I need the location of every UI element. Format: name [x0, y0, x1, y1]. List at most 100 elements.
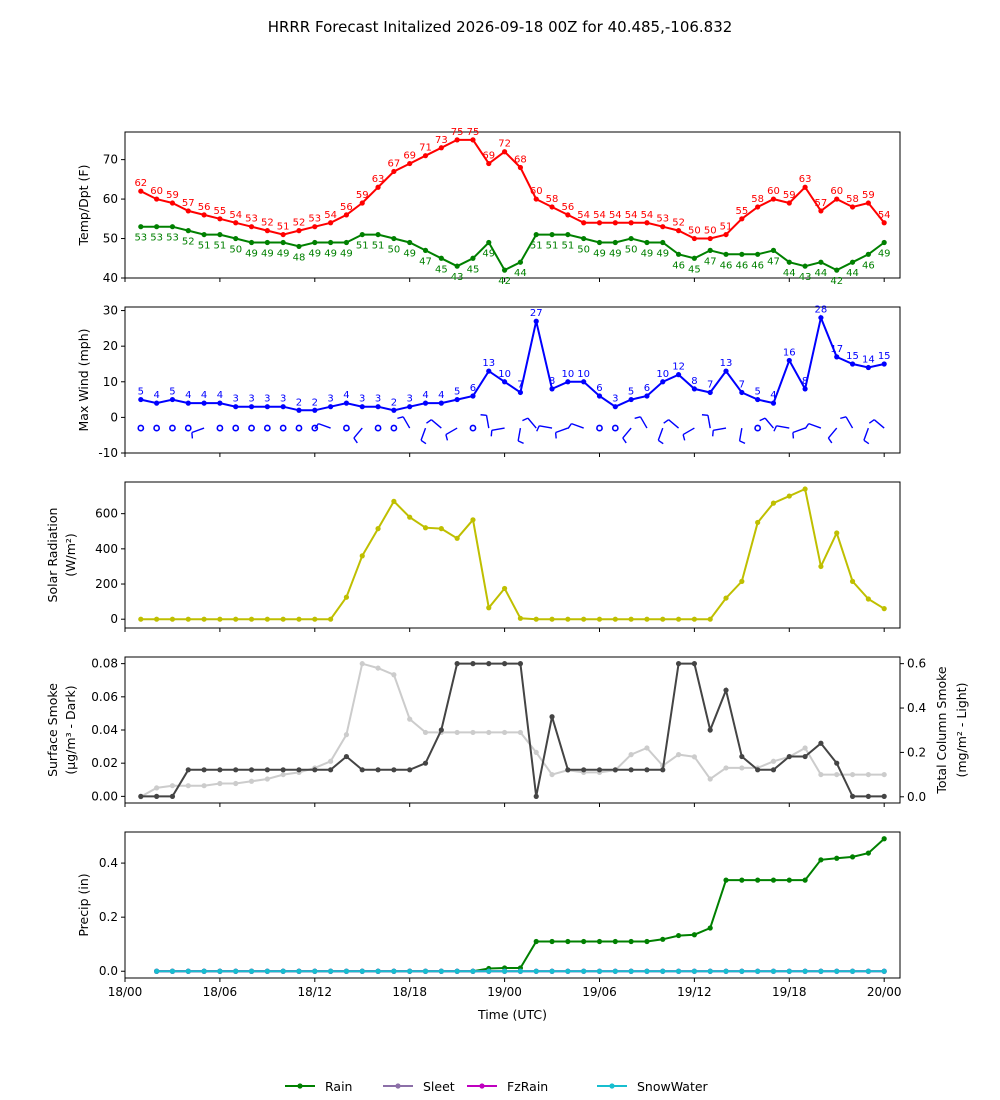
wind-series-0-data-label: 4 — [770, 390, 776, 401]
wind-series-0-data-label: 14 — [862, 355, 875, 366]
wind-barb-flag — [663, 419, 670, 424]
temp-series-1-point — [217, 231, 223, 238]
solar-series-0-point — [312, 616, 318, 622]
temp-series-0-line — [140, 138, 885, 240]
solar-ylabel-unit: (W/m²) — [63, 533, 78, 577]
temp-series-0-data-label: 59 — [783, 190, 796, 201]
temp-series-0-point — [391, 168, 397, 175]
wind-series-0-point — [644, 393, 650, 399]
temp-series-1-point — [359, 231, 365, 238]
smoke-series-1-point — [296, 767, 302, 773]
precip-series-3-point — [407, 968, 413, 974]
solar-series-0-point — [581, 616, 587, 622]
temp-series-1-data-label: 46 — [751, 260, 764, 271]
smoke-series-0-point — [154, 785, 160, 791]
wind-barb-calm — [311, 424, 319, 432]
wind-series-0-point — [770, 400, 777, 406]
smoke-ylabel: Surface Smoke — [45, 683, 60, 777]
x-tick-label: 18/06 — [203, 985, 238, 999]
wind-series-0-point — [818, 315, 824, 321]
wind-barb-flag — [739, 440, 746, 445]
precip-series-0-point — [849, 854, 856, 860]
wind-series-0-data-label: 8 — [549, 376, 555, 387]
smoke-series-0-line — [140, 662, 885, 798]
temp-series-1-data-label: 46 — [862, 260, 875, 271]
wind-barb-calm — [232, 424, 240, 432]
smoke-series-0-point — [818, 771, 824, 778]
smoke-series-0-point — [201, 783, 207, 789]
temp-series-1-data-label: 50 — [577, 245, 590, 256]
wind-barb-flag — [567, 423, 573, 429]
temp-series-1-data-label: 43 — [451, 272, 464, 283]
wind-barb-calm — [374, 424, 382, 432]
wind-series-0-data-label: 2 — [391, 397, 397, 408]
wind-barb-flag — [397, 416, 404, 420]
smoke-y-tick-label: 0.06 — [91, 690, 118, 704]
wind-series-0-point — [138, 396, 144, 403]
wind-series-0-data-label: 3 — [327, 394, 333, 405]
wind-series-0-data-label: 10 — [561, 369, 574, 380]
temp-series-0-data-label: 72 — [498, 139, 511, 150]
temp-series-1-point — [739, 251, 745, 257]
wind-barb — [571, 422, 584, 429]
smoke-series-1-point — [865, 793, 871, 799]
precip-series-3-point — [533, 968, 539, 974]
solar-series-0-point — [660, 616, 666, 622]
wind-series-0-point — [248, 404, 255, 410]
temp-series-1-point — [312, 239, 318, 246]
wind-series-0-data-label: 10 — [577, 369, 590, 380]
wind-ylabel: Max Wind (mph) — [76, 329, 91, 432]
wind-series-0-point — [834, 354, 840, 360]
precip-series-3-point — [375, 968, 381, 974]
solar-series-0-point — [501, 585, 508, 592]
temp-series-1-point — [248, 239, 255, 246]
temp-series-1-point — [280, 239, 286, 246]
wind-series-0-point — [596, 393, 603, 399]
smoke-series-1-point — [201, 767, 207, 773]
solar-series-0-point — [549, 616, 555, 622]
wind-barb-flag — [657, 439, 664, 445]
temp-series-0-data-label: 56 — [340, 202, 353, 213]
wind-barb — [873, 419, 885, 429]
wind-barb-flag — [827, 437, 833, 444]
precip-series-3-point — [470, 968, 476, 974]
wind-series-0-data-label: 10 — [656, 369, 669, 380]
wind-series-0-data-label: 5 — [628, 387, 634, 398]
wind-series-0-data-label: 5 — [454, 387, 460, 398]
smoke-series-1-point — [802, 753, 808, 760]
solar-axes-frame — [124, 481, 901, 629]
temp-series-1-point — [549, 231, 555, 238]
temp-series-0-data-label: 52 — [261, 218, 274, 229]
smoke-series-0-point — [739, 765, 745, 771]
temp-series-1-data-label: 51 — [561, 241, 574, 252]
smoke-series-1-point — [881, 793, 887, 799]
temp-series-0-point — [375, 184, 381, 190]
smoke-series-1-point — [264, 767, 270, 773]
temp-series-1-line — [140, 225, 885, 272]
precip-series-3-point — [723, 968, 729, 974]
temp-series-1-data-label: 49 — [308, 248, 321, 259]
temp-series-1-point — [581, 235, 587, 242]
precip-series-3-point — [739, 968, 745, 974]
wind-series-0-data-label: 2 — [296, 397, 302, 408]
temp-series-0-point — [407, 160, 413, 167]
precip-series-3-point — [264, 968, 270, 974]
smoke-series-1-point — [454, 661, 460, 667]
wind-series-0-point — [422, 400, 429, 406]
wind-series-0-data-label: 3 — [233, 394, 239, 405]
wind-y-tick-label: -10 — [98, 446, 118, 460]
temp-series-1-data-label: 44 — [783, 268, 796, 279]
precip-axes-frame — [124, 831, 901, 979]
solar-series-0-point — [786, 493, 792, 499]
temp-y-tick-label: 70 — [103, 153, 118, 167]
wind-series-0-data-label: 5 — [754, 387, 760, 398]
wind-series-0-data-label: 15 — [878, 351, 891, 362]
wind-barb — [353, 427, 363, 439]
temp-series-1-point — [707, 247, 713, 253]
wind-barb-calm — [343, 424, 350, 432]
wind-barb-calm — [596, 424, 603, 432]
wind-barb-flag — [868, 419, 875, 424]
temp-series-1-data-label: 47 — [419, 256, 432, 267]
smoke-series-0-point — [517, 729, 524, 736]
precip-series-3-point — [628, 968, 634, 974]
